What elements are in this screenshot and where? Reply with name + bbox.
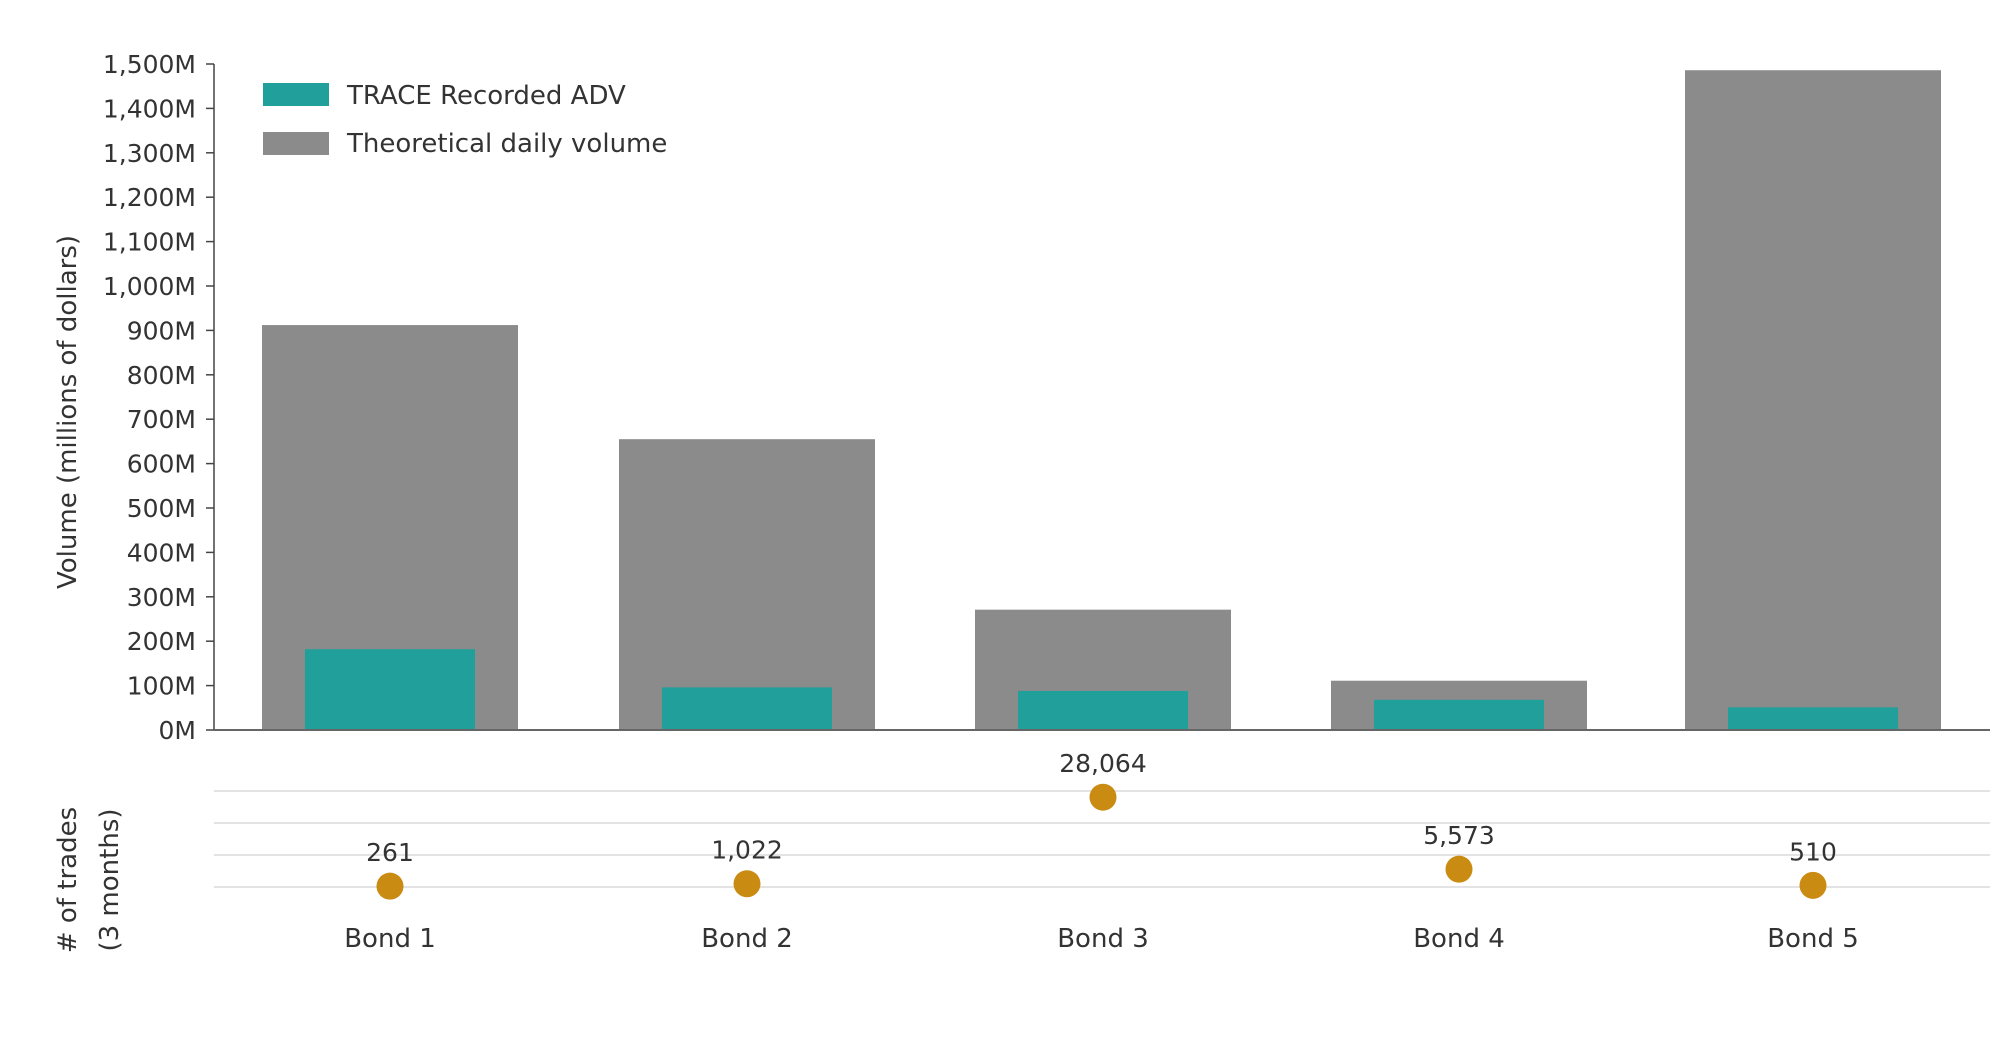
trade-data-label: 261: [366, 838, 414, 867]
bars: [262, 70, 1941, 730]
bar-trace: [662, 687, 832, 730]
x-tick-label: Bond 1: [344, 924, 436, 954]
legend-swatch-trace: [263, 83, 329, 106]
x-tick-label: Bond 3: [1057, 924, 1149, 954]
y-tick-label: 200M: [127, 627, 196, 656]
bar-trace: [1374, 699, 1544, 730]
y-tick-label: 300M: [127, 583, 196, 612]
x-axis-labels: Bond 1 Bond 2 Bond 3 Bond 4 Bond 5: [344, 924, 1859, 954]
y-tick-label: 1,200M: [103, 183, 196, 212]
y-tick-label: 1,300M: [103, 139, 196, 168]
legend-label-theoretical: Theoretical daily volume: [346, 129, 667, 159]
y-tick-label: 400M: [127, 538, 196, 567]
bar-trace: [1728, 707, 1898, 730]
y-tick-label: 500M: [127, 494, 196, 523]
x-tick-label: Bond 2: [701, 924, 793, 954]
bar-trace: [305, 649, 475, 730]
trade-dot: [376, 872, 404, 900]
trade-dot: [733, 870, 761, 898]
bar-theoretical: [1685, 70, 1941, 730]
x-tick-label: Bond 4: [1413, 924, 1505, 954]
legend-label-trace: TRACE Recorded ADV: [346, 81, 626, 111]
y-tick-label: 700M: [127, 405, 196, 434]
y-tick-label: 1,400M: [103, 94, 196, 123]
trade-data-label: 28,064: [1059, 749, 1146, 778]
y-tick-label: 600M: [127, 450, 196, 479]
bar-trace: [1018, 690, 1188, 730]
y-tick-label: 800M: [127, 361, 196, 390]
trade-dots: 261 1,022 28,064 5,573 510: [366, 749, 1837, 900]
x-tick-label: Bond 5: [1767, 924, 1859, 954]
lower-y-axis-title-line-1: # of trades: [53, 807, 83, 953]
trade-dot: [1799, 871, 1827, 899]
trade-dot: [1445, 855, 1473, 883]
bar-theoretical: [619, 439, 875, 730]
y-tick-label: 0M: [159, 716, 196, 745]
trade-dot: [1089, 783, 1117, 811]
legend-swatch-theoretical: [263, 132, 329, 155]
legend: TRACE Recorded ADV Theoretical daily vol…: [263, 81, 667, 159]
y-tick-label: 100M: [127, 672, 196, 701]
trade-data-label: 510: [1789, 837, 1837, 866]
y-tick-label: 1,100M: [103, 228, 196, 257]
trade-data-label: 1,022: [711, 836, 783, 865]
y-tick-label: 1,500M: [103, 50, 196, 79]
lower-y-axis-title-line-2: (3 months): [95, 808, 125, 951]
y-axis-title: Volume (millions of dollars): [53, 235, 83, 589]
y-axis: 0M 100M 200M 300M 400M 500M 600M 700M 800M 900M 1,…: [103, 50, 215, 745]
y-tick-label: 900M: [127, 316, 196, 345]
trade-data-label: 5,573: [1423, 821, 1495, 850]
y-tick-label: 1,000M: [103, 272, 196, 301]
